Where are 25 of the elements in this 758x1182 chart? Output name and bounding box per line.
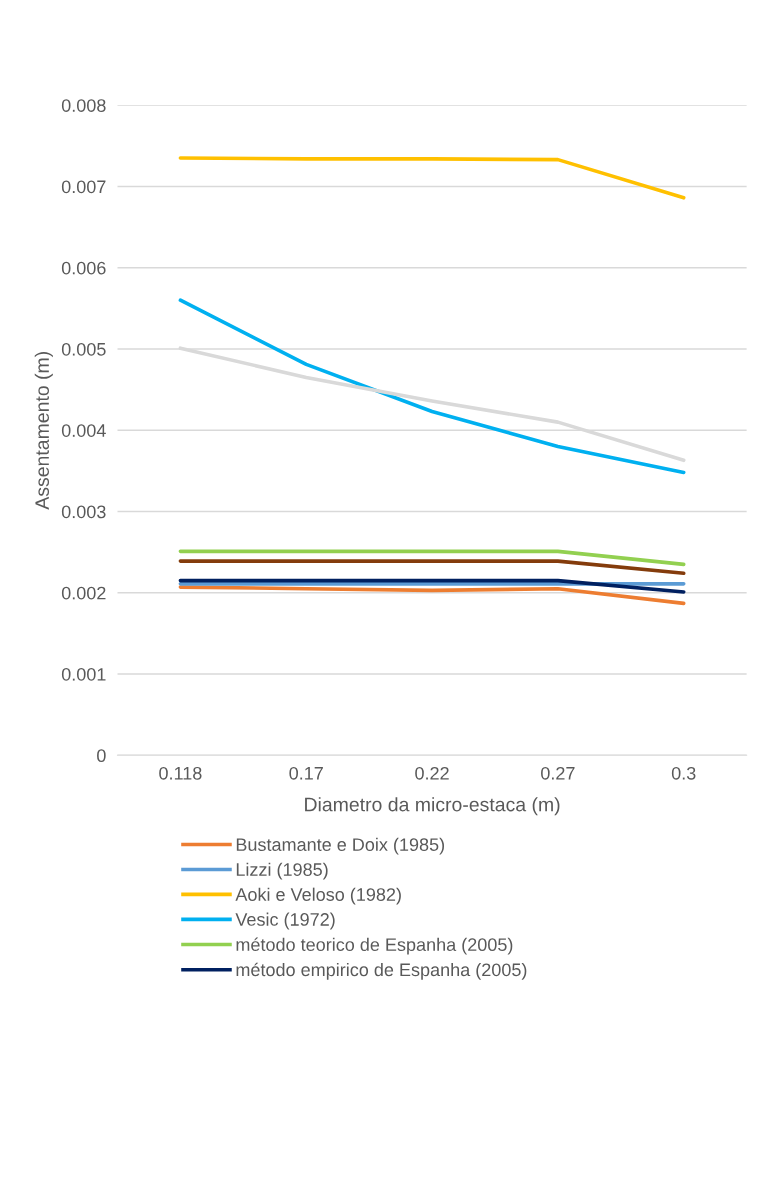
- legend-label: Bustamante e Doix (1985): [236, 837, 445, 855]
- y-tick-label: 0.007: [61, 180, 106, 194]
- x-tick-label: 0.22: [415, 766, 449, 780]
- y-tick-label: 0.005: [61, 342, 106, 356]
- line-series: [178, 156, 686, 200]
- y-tick-label: 0.008: [61, 99, 106, 112]
- legend-label: método empirico de Espanha (2005): [236, 962, 527, 980]
- y-tick-label: 0.002: [61, 586, 106, 600]
- y-tick-label: 0.004: [61, 424, 106, 437]
- y-axis-title: Assentamento (m): [34, 352, 53, 510]
- y-tick-label: 0.006: [61, 261, 106, 275]
- y-tick-label: 0.003: [61, 505, 106, 519]
- legend-label: Vesic (1972): [235, 912, 335, 930]
- x-tick-label: 0.118: [159, 766, 202, 780]
- legend-label: Aoki e Veloso (1982): [235, 887, 401, 905]
- legend-label: método teorico de Espanha (2005): [236, 937, 513, 955]
- y-tick-label: 0.001: [61, 667, 106, 681]
- line-series: [178, 298, 686, 475]
- line-series: [178, 585, 686, 606]
- x-axis-title: Diametro da micro-estaca (m): [305, 797, 560, 816]
- x-tick-label: 0.17: [289, 766, 323, 780]
- y-tick-label: 0: [97, 749, 106, 763]
- x-tick-label: 0.27: [541, 766, 575, 780]
- legend-label: Lizzi (1985): [236, 862, 328, 880]
- x-tick-label: 0.3: [671, 766, 696, 780]
